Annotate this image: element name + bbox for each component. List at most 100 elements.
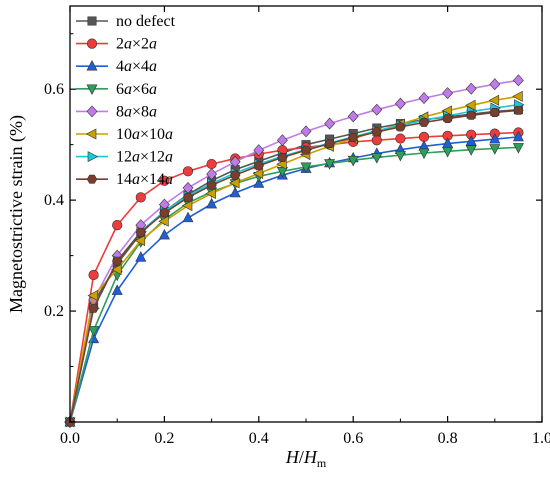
y-axis-title: Magnetostrictive strain (%) [6, 115, 27, 313]
legend-item: 6a×6a [76, 81, 157, 98]
legend-label: 4a×4a [116, 58, 157, 75]
data-point [300, 145, 312, 155]
data-point [206, 168, 218, 181]
legend-item: 2a×2a [76, 36, 157, 53]
data-point [206, 158, 217, 170]
series-7 [64, 105, 524, 427]
data-point [394, 150, 406, 162]
data-point [489, 144, 501, 155]
data-point [418, 92, 430, 105]
legend-marker [87, 151, 99, 163]
legend-item: no defect [76, 13, 176, 30]
legend-marker [86, 60, 98, 71]
legend: no defect 2a×2a 4a×4a 6a×6a 8a×8a 10a×10a 12a×… [76, 13, 176, 188]
legend-label: 8a×8a [116, 103, 157, 120]
data-point [442, 147, 454, 158]
data-point [512, 90, 523, 102]
x-axis-title: H/Hm [285, 447, 327, 470]
legend-label: 6a×6a [116, 81, 157, 98]
data-point [418, 148, 430, 160]
data-point [230, 170, 241, 180]
legend-marker [87, 16, 97, 26]
x-tick-label: 0.4 [249, 430, 269, 447]
data-point [371, 127, 382, 137]
data-point [512, 143, 524, 154]
data-point [489, 108, 500, 117]
data-point [253, 144, 265, 157]
data-point [135, 192, 146, 203]
data-point [512, 74, 524, 87]
legend-marker [86, 38, 98, 49]
legend-label: 2a×2a [116, 36, 157, 53]
data-point [347, 110, 359, 123]
data-point [348, 132, 359, 142]
data-point [182, 166, 194, 177]
data-point [253, 161, 264, 171]
data-point [182, 192, 194, 202]
data-point [159, 175, 170, 186]
data-point [371, 135, 382, 146]
x-tick-label: 0.8 [438, 430, 458, 447]
data-point [442, 114, 453, 124]
data-point [253, 177, 265, 188]
series-line [69, 136, 519, 423]
data-point [347, 155, 359, 167]
data-point [395, 122, 406, 132]
data-point [158, 215, 169, 227]
data-point [134, 235, 146, 247]
data-point [465, 82, 477, 95]
data-point [489, 132, 501, 144]
data-point [394, 97, 406, 110]
series-layer [63, 74, 525, 429]
data-point [111, 263, 122, 275]
data-point [159, 208, 170, 218]
data-point [465, 135, 477, 146]
data-point [488, 94, 500, 106]
data-point [300, 162, 312, 173]
data-point [206, 197, 218, 209]
data-point [324, 159, 336, 170]
axis-layer: 0.0 0.2 0.4 0.6 0.8 1.0 0.2 0.4 0.6 [44, 6, 550, 447]
x-tick-label: 0.2 [154, 430, 174, 447]
x-tick-label: 0.0 [60, 430, 80, 447]
data-point [182, 211, 194, 223]
y-tick-label: 0.2 [44, 303, 64, 320]
data-point [371, 153, 383, 164]
legend-marker [86, 84, 98, 95]
data-point [276, 134, 288, 147]
data-point [465, 145, 477, 156]
legend-marker [86, 105, 98, 118]
y-tick-label: 0.4 [44, 192, 64, 209]
data-point [88, 303, 99, 313]
legend-label: 12a×12a [116, 149, 173, 166]
data-point [111, 284, 123, 295]
data-point [324, 139, 335, 149]
data-point [135, 251, 147, 262]
legend-item: 10a×10a [76, 126, 173, 143]
data-point [489, 78, 501, 91]
x-tick-label: 0.6 [343, 430, 363, 447]
data-point [442, 87, 454, 100]
legend-item: 14a×14a [76, 171, 173, 188]
data-point [87, 290, 98, 302]
data-point [229, 186, 241, 198]
legend-label: 14a×14a [116, 171, 173, 188]
data-point [300, 125, 312, 138]
legend-item: 12a×12a [76, 149, 173, 166]
data-point [512, 130, 524, 142]
legend-marker [85, 128, 97, 140]
legend-label: 10a×10a [116, 126, 173, 143]
data-point [252, 168, 264, 180]
data-point [205, 187, 216, 199]
data-point [88, 326, 100, 337]
data-point [88, 269, 99, 281]
x-tick-label: 1.0 [532, 430, 550, 447]
data-point [277, 152, 288, 162]
legend-item: 8a×8a [76, 103, 157, 120]
data-point [466, 110, 477, 120]
data-point [112, 219, 123, 231]
data-point [418, 118, 430, 127]
data-point [229, 155, 241, 168]
data-point [513, 105, 524, 115]
